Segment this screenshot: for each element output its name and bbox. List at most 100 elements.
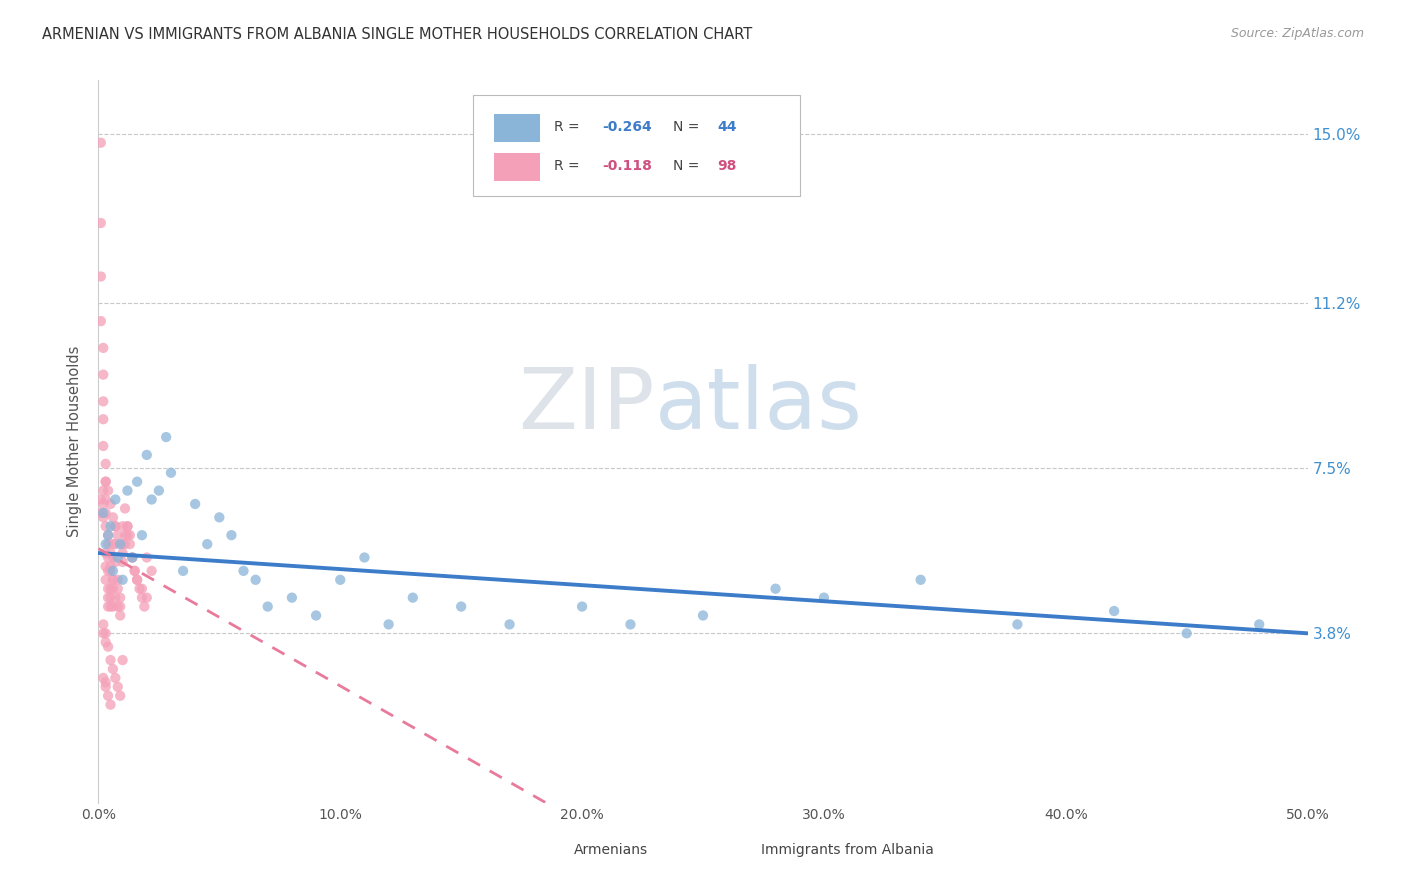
Text: R =: R = bbox=[554, 120, 585, 134]
Point bbox=[91, 497, 114, 511]
Point bbox=[100, 599, 122, 614]
Text: -0.118: -0.118 bbox=[603, 160, 652, 173]
Point bbox=[121, 550, 143, 565]
Point bbox=[117, 528, 139, 542]
Point bbox=[402, 591, 425, 605]
Point bbox=[221, 528, 243, 542]
Point bbox=[141, 492, 163, 507]
Point bbox=[155, 430, 177, 444]
Text: R =: R = bbox=[554, 160, 585, 173]
Point bbox=[90, 506, 112, 520]
Point bbox=[97, 528, 120, 542]
Point bbox=[619, 617, 641, 632]
Point bbox=[94, 506, 117, 520]
Point bbox=[101, 510, 124, 524]
Point bbox=[107, 599, 129, 614]
Point bbox=[148, 483, 170, 498]
Point bbox=[97, 537, 120, 551]
Point bbox=[94, 457, 117, 471]
Point bbox=[107, 528, 129, 542]
Point bbox=[114, 501, 136, 516]
Point bbox=[135, 591, 157, 605]
Point bbox=[160, 466, 183, 480]
Text: ZIP: ZIP bbox=[519, 364, 655, 447]
Point bbox=[104, 671, 127, 685]
Text: 98: 98 bbox=[717, 160, 737, 173]
Point bbox=[127, 573, 149, 587]
Point bbox=[94, 626, 117, 640]
Text: Armenians: Armenians bbox=[574, 844, 648, 857]
Point bbox=[94, 492, 117, 507]
Point bbox=[97, 582, 120, 596]
Point bbox=[94, 475, 117, 489]
FancyBboxPatch shape bbox=[474, 95, 800, 196]
Point bbox=[117, 519, 139, 533]
Point bbox=[111, 519, 134, 533]
Point bbox=[305, 608, 328, 623]
Y-axis label: Single Mother Households: Single Mother Households bbox=[67, 346, 83, 537]
Point bbox=[94, 680, 117, 694]
Point bbox=[91, 626, 114, 640]
Point bbox=[104, 492, 127, 507]
Point bbox=[232, 564, 254, 578]
Point bbox=[117, 519, 139, 533]
Point bbox=[90, 136, 112, 150]
Point bbox=[101, 573, 124, 587]
Point bbox=[94, 559, 117, 574]
Point bbox=[765, 582, 787, 596]
Point bbox=[692, 608, 714, 623]
Point bbox=[108, 591, 131, 605]
Point bbox=[108, 689, 131, 703]
Point bbox=[107, 582, 129, 596]
Point bbox=[100, 591, 122, 605]
Point bbox=[104, 555, 127, 569]
Point bbox=[114, 528, 136, 542]
Point bbox=[118, 528, 141, 542]
Text: 44: 44 bbox=[717, 120, 737, 134]
Point bbox=[498, 617, 520, 632]
Point bbox=[172, 564, 194, 578]
Point bbox=[101, 599, 124, 614]
Point bbox=[100, 653, 122, 667]
Point bbox=[91, 671, 114, 685]
Point bbox=[1102, 604, 1125, 618]
Point bbox=[571, 599, 593, 614]
Point bbox=[91, 617, 114, 632]
Point bbox=[107, 550, 129, 565]
Point bbox=[108, 599, 131, 614]
Point bbox=[101, 550, 124, 565]
Point bbox=[111, 653, 134, 667]
Point bbox=[131, 591, 153, 605]
Point bbox=[101, 564, 124, 578]
Point bbox=[100, 559, 122, 574]
Point bbox=[97, 640, 120, 654]
Point bbox=[281, 591, 304, 605]
Point bbox=[1249, 617, 1271, 632]
Point bbox=[111, 555, 134, 569]
Point bbox=[97, 591, 120, 605]
Point bbox=[97, 599, 120, 614]
Point bbox=[90, 269, 112, 284]
Point bbox=[91, 341, 114, 355]
Point bbox=[104, 591, 127, 605]
Point bbox=[100, 582, 122, 596]
Point bbox=[94, 635, 117, 649]
Point bbox=[90, 216, 112, 230]
Point bbox=[108, 537, 131, 551]
Point bbox=[90, 492, 112, 507]
Point bbox=[94, 519, 117, 533]
Point bbox=[131, 582, 153, 596]
Point bbox=[94, 537, 117, 551]
Point bbox=[101, 573, 124, 587]
Point bbox=[114, 537, 136, 551]
Point bbox=[91, 412, 114, 426]
FancyBboxPatch shape bbox=[494, 114, 540, 142]
Point bbox=[100, 519, 122, 533]
Point bbox=[111, 537, 134, 551]
Point bbox=[97, 564, 120, 578]
Text: -0.264: -0.264 bbox=[603, 120, 652, 134]
Point bbox=[184, 497, 207, 511]
Point bbox=[127, 475, 149, 489]
Point bbox=[100, 497, 122, 511]
Point bbox=[97, 550, 120, 565]
